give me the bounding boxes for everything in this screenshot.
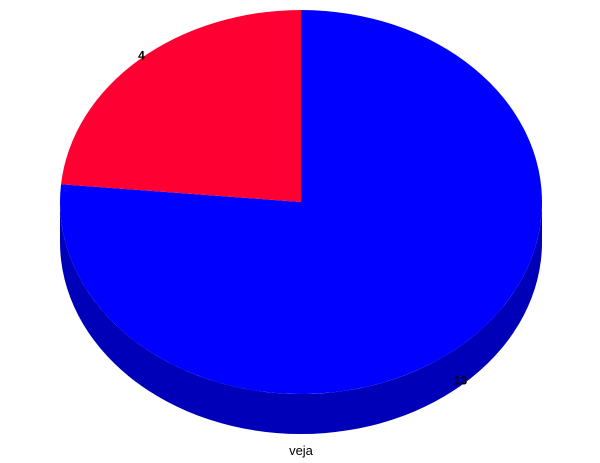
pie-side-wall-0: [60, 202, 542, 434]
pie-data-labels: 13 4: [138, 49, 467, 388]
pie-data-label-1: 4: [138, 49, 145, 63]
pie-slices: [59, 10, 542, 394]
pie-slice-1: [61, 10, 302, 202]
pie-data-label-0: 13: [454, 373, 468, 387]
x-axis-label: veja: [289, 443, 314, 458]
pie-3d-sides: [60, 202, 542, 434]
